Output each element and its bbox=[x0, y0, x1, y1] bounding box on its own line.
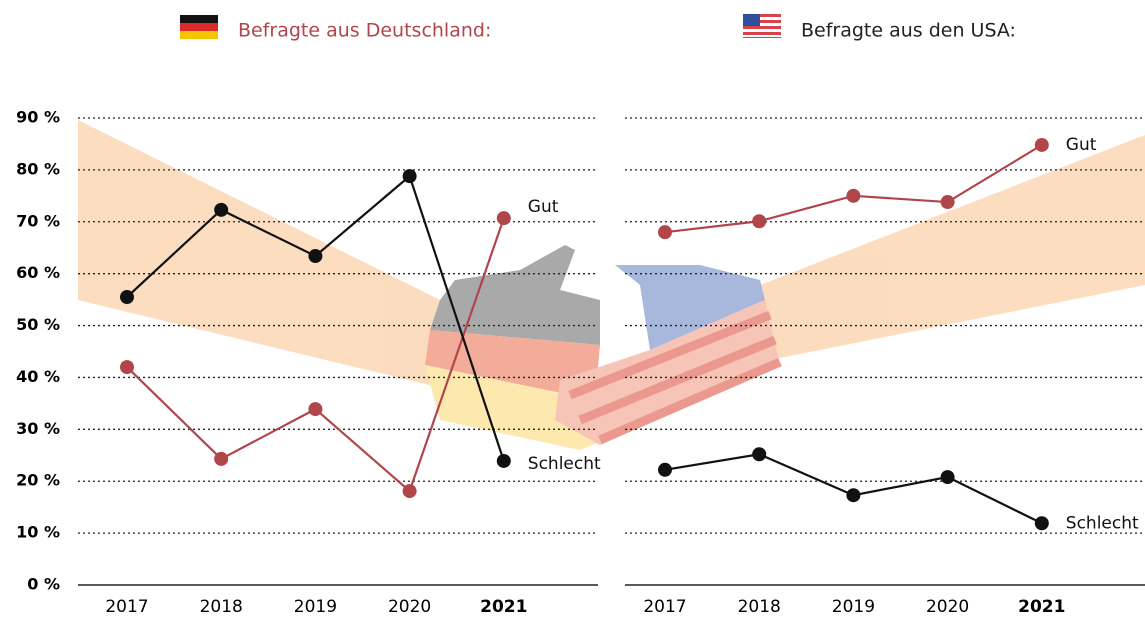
x-tick-label: 2019 bbox=[832, 597, 875, 617]
y-tick-label: 70 % bbox=[16, 211, 60, 230]
series-label: Schlecht bbox=[1066, 513, 1139, 533]
point bbox=[214, 451, 229, 466]
x-tick-label: 2017 bbox=[105, 597, 148, 617]
y-tick-label: 60 % bbox=[16, 263, 60, 282]
point bbox=[940, 470, 955, 485]
y-tick-label: 40 % bbox=[16, 367, 60, 386]
x-tick-label: 2019 bbox=[294, 597, 337, 617]
chart-title: Befragte aus Deutschland: bbox=[238, 20, 491, 42]
series-label: Gut bbox=[528, 197, 559, 217]
x-tick-label: 2017 bbox=[643, 597, 686, 617]
chart-title: Befragte aus den USA: bbox=[801, 20, 1016, 42]
point bbox=[658, 225, 672, 240]
point bbox=[120, 360, 134, 375]
point bbox=[120, 290, 134, 305]
point bbox=[940, 195, 955, 210]
point bbox=[402, 169, 417, 184]
y-tick-label: 90 % bbox=[16, 108, 60, 127]
point bbox=[308, 402, 323, 417]
series-label: Schlecht bbox=[528, 454, 601, 474]
point bbox=[214, 202, 229, 217]
x-tick-label: 2018 bbox=[738, 597, 781, 617]
point bbox=[658, 462, 672, 477]
point bbox=[846, 488, 861, 503]
flag-usa bbox=[743, 14, 781, 38]
point bbox=[308, 249, 323, 264]
y-tick-label: 30 % bbox=[16, 419, 60, 438]
handshake-illustration bbox=[78, 120, 1145, 450]
point bbox=[402, 484, 417, 499]
y-tick-label: 50 % bbox=[16, 315, 60, 334]
x-tick-label: 2018 bbox=[200, 597, 243, 617]
x-tick-label: 2021 bbox=[480, 597, 527, 617]
point bbox=[846, 188, 861, 203]
series-label: Gut bbox=[1066, 135, 1097, 155]
y-tick-label: 0 % bbox=[27, 575, 60, 594]
point bbox=[496, 453, 511, 468]
flag-germany bbox=[180, 15, 218, 39]
point bbox=[1034, 516, 1049, 531]
point bbox=[752, 447, 767, 462]
y-tick-label: 10 % bbox=[16, 523, 60, 542]
point bbox=[752, 214, 767, 229]
y-tick-label: 80 % bbox=[16, 159, 60, 178]
point bbox=[496, 211, 511, 226]
x-tick-label: 2021 bbox=[1018, 597, 1065, 617]
point bbox=[1034, 137, 1049, 152]
x-tick-label: 2020 bbox=[388, 597, 431, 617]
x-tick-label: 2020 bbox=[926, 597, 969, 617]
y-tick-label: 20 % bbox=[16, 471, 60, 490]
